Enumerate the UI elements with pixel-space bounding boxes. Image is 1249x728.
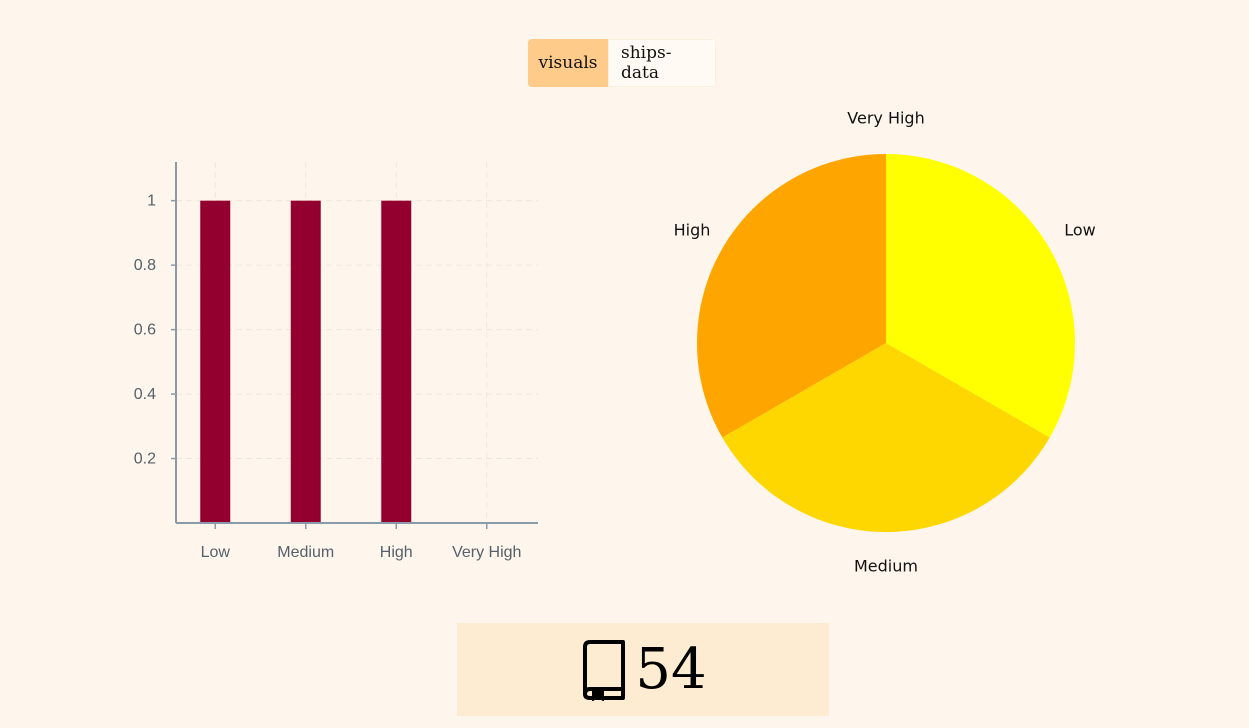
pie-slice-high: [697, 154, 886, 438]
ships-counter: 54: [457, 623, 829, 716]
x-tick-label: High: [380, 544, 413, 561]
bar-low: [200, 200, 231, 523]
tab-ships-data[interactable]: ships-data: [608, 39, 716, 87]
pie-label: Low: [1064, 221, 1096, 240]
tab-bar: visuals ships-data: [528, 39, 716, 87]
y-tick-label: 0.8: [134, 257, 156, 274]
pie-slice-medium: [722, 343, 1050, 532]
x-tick-label: Very High: [452, 544, 521, 561]
tab-visuals[interactable]: visuals: [528, 39, 608, 87]
y-tick-label: 1: [147, 193, 156, 210]
x-tick-label: Low: [201, 544, 231, 561]
y-tick-label: 0.2: [134, 451, 156, 468]
book-bookmark-icon: [583, 639, 626, 701]
pie-chart: Low Medium High Very High: [674, 109, 1096, 576]
pie-label: Medium: [854, 557, 918, 576]
ships-count: 54: [635, 636, 707, 702]
pie-label: High: [674, 221, 711, 240]
pie-label: Very High: [847, 109, 924, 128]
pie-slice-low: [886, 154, 1075, 438]
bar-medium: [290, 200, 321, 523]
bar-chart: 0.2 0.4 0.6 0.8 1 Low Medium High Very High: [134, 162, 538, 561]
y-tick-label: 0.6: [134, 322, 156, 339]
bar-high: [381, 200, 412, 523]
x-tick-label: Medium: [277, 544, 334, 561]
y-tick-label: 0.4: [134, 386, 156, 403]
